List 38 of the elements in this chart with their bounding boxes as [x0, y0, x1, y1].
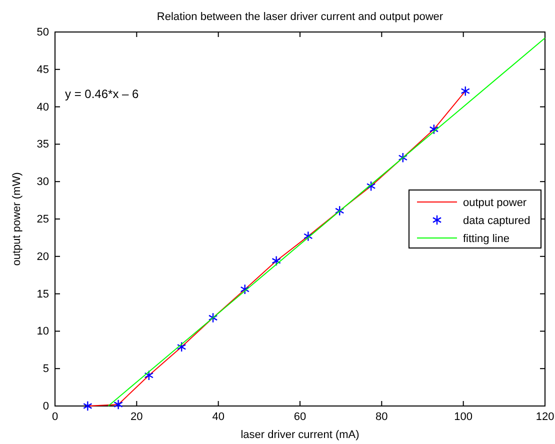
x-tick-label: 20	[130, 410, 143, 423]
point	[334, 206, 344, 216]
legend-label: fitting line	[463, 233, 510, 245]
y-tick-label: 45	[36, 64, 49, 76]
annotation: y = 0.46*x – 6	[65, 87, 140, 101]
point	[208, 312, 218, 323]
y-tick-label: 15	[36, 288, 49, 300]
point	[460, 86, 470, 96]
y-tick-label: 35	[36, 138, 49, 151]
legend-label: data captured	[463, 215, 530, 227]
point	[304, 230, 313, 242]
x-axis-title: laser driver current (mA)	[240, 429, 360, 441]
chart-title: Relation between the laser driver current and output power	[156, 11, 444, 23]
y-tick-label: 0	[42, 400, 49, 413]
point	[144, 370, 154, 381]
point	[114, 399, 123, 410]
point	[366, 180, 376, 192]
x-tick-label: 120	[536, 410, 554, 423]
point	[83, 400, 92, 412]
point	[272, 256, 281, 266]
y-axis-title: output power (mW)	[11, 172, 23, 266]
y-tick-label: 20	[36, 250, 49, 263]
x-tick-label: 60	[294, 410, 306, 423]
point	[429, 124, 439, 134]
x-tick-label: 0	[52, 410, 58, 423]
y-tick-label: 5	[42, 363, 49, 376]
y-tick-label: 40	[36, 101, 49, 114]
legend-label: output power	[463, 197, 527, 209]
x-tick-label: 80	[376, 410, 388, 423]
point	[398, 152, 408, 163]
y-tick-label: 25	[36, 214, 49, 226]
x-tick-label: 40	[212, 410, 224, 423]
x-tick-label: 100	[454, 410, 473, 423]
y-tick-label: 50	[36, 26, 49, 39]
y-tick-label: 10	[36, 326, 49, 338]
point	[176, 342, 186, 352]
point	[240, 284, 250, 295]
y-tick-label: 30	[36, 176, 49, 188]
